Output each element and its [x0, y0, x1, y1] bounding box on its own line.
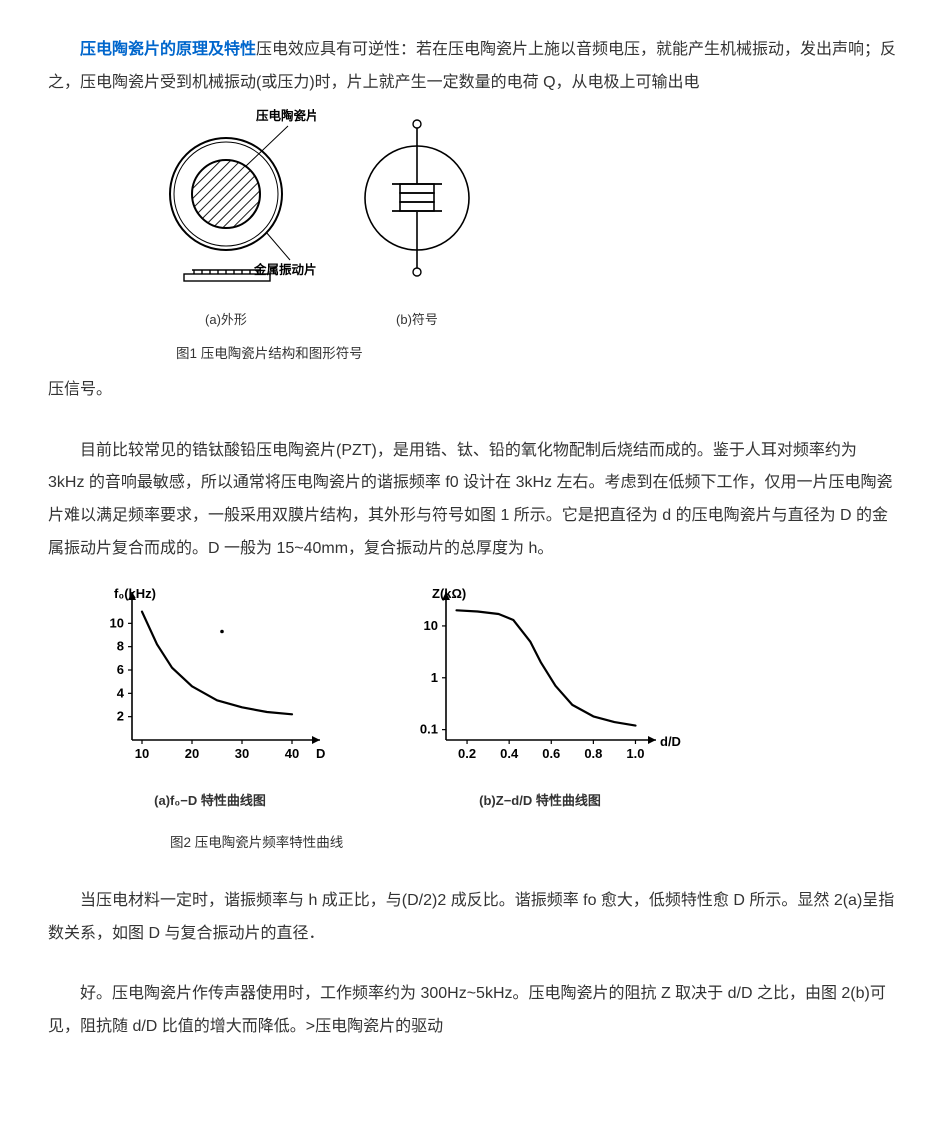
paragraph-2: 目前比较常见的锆钛酸铅压电陶瓷片(PZT)，是用锆、钛、铅的氧化物配制后烧结而成…	[48, 435, 897, 566]
document-page: 压电陶瓷片的原理及特性压电效应具有可逆性：若在压电陶瓷片上施以音频电压，就能产生…	[0, 0, 945, 1123]
svg-text:0.1: 0.1	[420, 721, 438, 736]
svg-text:0.6: 0.6	[542, 746, 560, 761]
svg-text:10: 10	[110, 615, 124, 630]
svg-text:2: 2	[117, 708, 124, 723]
svg-text:1.0: 1.0	[626, 746, 644, 761]
fig2-caption: 图2 压电陶瓷片频率特性曲线	[170, 829, 897, 857]
svg-text:金属振动片: 金属振动片	[253, 262, 316, 277]
svg-text:4: 4	[117, 685, 125, 700]
fig2-b: 0.1 1 10 0.2 0.4 0.6 0.8 1.0 Z(kΩ) d/D (b)Z−d/D 特…	[390, 572, 690, 815]
fig2-b-svg: 0.1 1 10 0.2 0.4 0.6 0.8 1.0 Z(kΩ) d/D	[390, 572, 690, 772]
fig2-a-svg: 2 4 6 8 10 10 20 30 40 f₀(kHz) D	[80, 572, 340, 772]
svg-text:Z(kΩ): Z(kΩ)	[432, 586, 466, 601]
fig1-b: (b)符号	[352, 106, 482, 334]
paragraph-3: 当压电材料一定时，谐振频率与 h 成正比，与(D/2)2 成反比。谐振频率 fo…	[48, 885, 897, 951]
fig1-a: 压电陶瓷片金属振动片 (a)外形	[136, 106, 316, 334]
svg-text:6: 6	[117, 662, 124, 677]
figure-2: 2 4 6 8 10 10 20 30 40 f₀(kHz) D (a)f₀−D 特性曲线图 0.1…	[80, 572, 897, 857]
svg-text:30: 30	[235, 746, 249, 761]
svg-text:10: 10	[424, 618, 438, 633]
fig1-a-svg: 压电陶瓷片金属振动片	[136, 106, 316, 291]
svg-text:d/D: d/D	[660, 734, 681, 749]
fig1-caption: 图1 压电陶瓷片结构和图形符号	[176, 340, 897, 368]
svg-text:压电陶瓷片: 压电陶瓷片	[256, 108, 316, 123]
fig1-sub-b: (b)符号	[352, 307, 482, 334]
fig1-sub-a: (a)外形	[136, 307, 316, 334]
svg-text:10: 10	[135, 746, 149, 761]
svg-text:0.2: 0.2	[458, 746, 476, 761]
svg-text:40: 40	[285, 746, 299, 761]
paragraph-intro-tail: 压信号。	[48, 374, 897, 407]
svg-text:0.8: 0.8	[584, 746, 602, 761]
doc-title: 压电陶瓷片的原理及特性	[80, 41, 256, 58]
fig2-a: 2 4 6 8 10 10 20 30 40 f₀(kHz) D (a)f₀−D 特性曲线图	[80, 572, 340, 815]
figure-1: 压电陶瓷片金属振动片 (a)外形 (b)符号 图1 压电陶瓷片结构和图形符号	[136, 106, 897, 368]
svg-text:1: 1	[431, 669, 438, 684]
fig2-sub-b: (b)Z−d/D 特性曲线图	[390, 788, 690, 815]
svg-text:D: D	[316, 746, 325, 761]
fig2-sub-a: (a)f₀−D 特性曲线图	[80, 788, 340, 815]
svg-text:8: 8	[117, 638, 124, 653]
svg-text:20: 20	[185, 746, 199, 761]
paragraph-4: 好。压电陶瓷片作传声器使用时，工作频率约为 300Hz~5kHz。压电陶瓷片的阻…	[48, 978, 897, 1044]
svg-text:f₀(kHz): f₀(kHz)	[114, 586, 156, 601]
fig1-b-svg	[352, 106, 482, 291]
paragraph-intro: 压电陶瓷片的原理及特性压电效应具有可逆性：若在压电陶瓷片上施以音频电压，就能产生…	[48, 34, 897, 100]
svg-text:0.4: 0.4	[500, 746, 519, 761]
